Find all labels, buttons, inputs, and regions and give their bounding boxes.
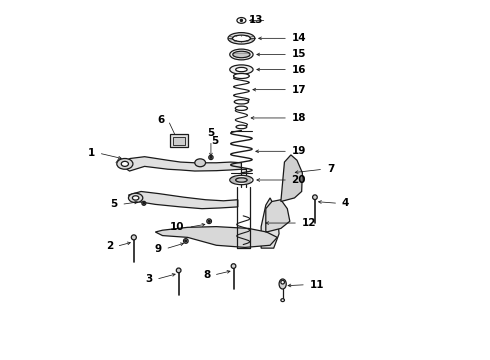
Text: 20: 20 bbox=[292, 175, 306, 185]
Ellipse shape bbox=[234, 100, 248, 104]
Ellipse shape bbox=[237, 18, 246, 23]
Ellipse shape bbox=[131, 235, 136, 240]
Ellipse shape bbox=[142, 201, 146, 205]
Text: 15: 15 bbox=[292, 49, 306, 59]
Ellipse shape bbox=[236, 67, 247, 72]
Text: 19: 19 bbox=[292, 146, 306, 156]
Ellipse shape bbox=[128, 193, 143, 203]
Ellipse shape bbox=[208, 220, 210, 222]
Ellipse shape bbox=[279, 279, 286, 289]
Ellipse shape bbox=[230, 175, 253, 185]
Ellipse shape bbox=[236, 125, 247, 129]
Text: 5: 5 bbox=[211, 136, 218, 145]
Ellipse shape bbox=[117, 158, 133, 169]
Ellipse shape bbox=[240, 19, 243, 22]
Ellipse shape bbox=[185, 240, 187, 242]
Text: 13: 13 bbox=[248, 15, 263, 26]
Ellipse shape bbox=[313, 195, 317, 199]
Text: 3: 3 bbox=[145, 274, 152, 284]
Ellipse shape bbox=[195, 159, 205, 167]
Text: 17: 17 bbox=[292, 85, 306, 95]
Text: 18: 18 bbox=[292, 113, 306, 123]
Ellipse shape bbox=[183, 239, 188, 243]
Polygon shape bbox=[281, 155, 302, 202]
Bar bbox=[173, 136, 185, 145]
Ellipse shape bbox=[132, 196, 139, 200]
Text: 10: 10 bbox=[170, 222, 185, 232]
Polygon shape bbox=[155, 226, 277, 247]
Text: 16: 16 bbox=[292, 64, 306, 75]
Text: 11: 11 bbox=[310, 280, 324, 290]
Ellipse shape bbox=[176, 268, 181, 273]
Ellipse shape bbox=[122, 161, 128, 166]
Text: 5: 5 bbox=[207, 128, 215, 138]
Text: 5: 5 bbox=[110, 199, 118, 210]
Ellipse shape bbox=[230, 49, 253, 60]
Ellipse shape bbox=[210, 157, 212, 158]
Ellipse shape bbox=[230, 65, 253, 74]
Polygon shape bbox=[261, 198, 279, 248]
Ellipse shape bbox=[281, 299, 285, 302]
Ellipse shape bbox=[234, 73, 249, 78]
Text: 1: 1 bbox=[88, 148, 95, 158]
Text: 7: 7 bbox=[327, 164, 334, 174]
Ellipse shape bbox=[235, 106, 247, 111]
Ellipse shape bbox=[281, 280, 285, 284]
Text: 9: 9 bbox=[155, 244, 162, 254]
Text: 6: 6 bbox=[157, 116, 165, 126]
Text: 14: 14 bbox=[292, 33, 306, 43]
Ellipse shape bbox=[228, 33, 255, 44]
Text: 8: 8 bbox=[203, 270, 210, 280]
Polygon shape bbox=[266, 200, 290, 232]
Polygon shape bbox=[128, 192, 238, 209]
Ellipse shape bbox=[236, 178, 247, 182]
Ellipse shape bbox=[143, 202, 145, 204]
Text: 12: 12 bbox=[302, 218, 316, 228]
Ellipse shape bbox=[233, 51, 250, 58]
Ellipse shape bbox=[207, 219, 212, 224]
Bar bbox=[170, 134, 188, 147]
Polygon shape bbox=[119, 157, 242, 171]
Ellipse shape bbox=[209, 155, 213, 159]
Text: 4: 4 bbox=[342, 198, 349, 208]
Ellipse shape bbox=[231, 264, 236, 269]
Ellipse shape bbox=[232, 35, 250, 41]
Text: 2: 2 bbox=[106, 241, 113, 251]
